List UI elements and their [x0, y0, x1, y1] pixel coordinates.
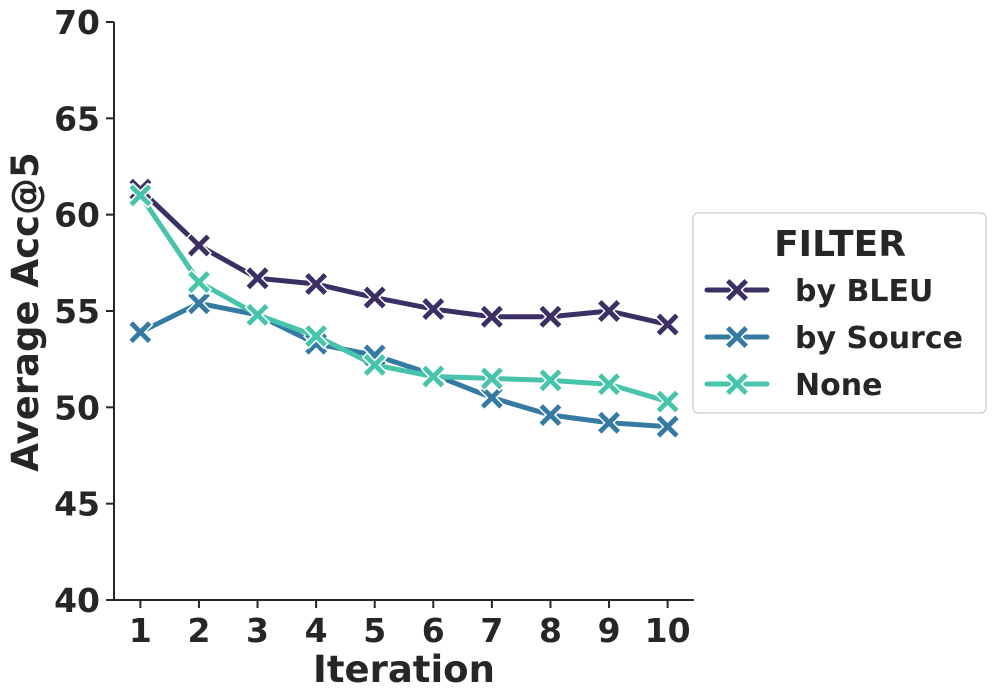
series-line	[137, 187, 671, 327]
legend-entry: by BLEU	[704, 274, 933, 309]
legend-entries: by BLEU by Source None	[704, 274, 963, 403]
data-point	[185, 290, 213, 317]
data-point	[127, 176, 154, 203]
series-none	[127, 182, 681, 415]
legend-marker	[723, 276, 751, 304]
series-line	[137, 192, 671, 405]
y-tick-label: 50	[54, 388, 100, 427]
series-layer	[127, 176, 681, 440]
legend-entry: None	[704, 368, 882, 403]
data-point	[537, 303, 564, 330]
legend-title: FILTER	[774, 224, 906, 265]
x-axis-title: Iteration	[313, 648, 495, 691]
data-point	[185, 232, 213, 259]
data-point	[420, 296, 447, 323]
x-tick-label: 7	[480, 611, 503, 650]
x-tick-label: 6	[422, 611, 445, 650]
x-tick-label: 5	[363, 611, 386, 650]
x-tick-label: 2	[187, 611, 210, 650]
y-tick-label: 65	[54, 99, 100, 138]
legend-label: by BLEU	[795, 274, 933, 309]
y-tick-label: 60	[54, 196, 100, 235]
data-point	[595, 371, 623, 398]
data-point	[244, 265, 271, 292]
legend-marker	[723, 323, 751, 351]
data-point	[595, 297, 623, 325]
data-point	[537, 401, 564, 429]
data-point	[303, 322, 330, 350]
legend-entry: by Source	[704, 321, 963, 356]
y-tick-label: 45	[54, 485, 100, 524]
legend-label: by Source	[795, 321, 963, 356]
x-tick-label: 8	[539, 611, 562, 650]
data-point	[244, 301, 271, 328]
data-point	[185, 269, 213, 296]
series-by-bleu	[127, 176, 681, 338]
y-tick-label: 70	[54, 3, 100, 42]
legend-marker	[723, 370, 751, 398]
data-point	[420, 363, 447, 390]
data-point	[595, 409, 623, 436]
data-point	[478, 303, 505, 330]
legend-label: None	[795, 368, 882, 403]
x-ticks: 1 2 3 4 5 6 7 8 9 10	[129, 600, 691, 650]
x-tick-label: 4	[305, 611, 328, 650]
data-point	[303, 270, 330, 298]
data-point	[478, 384, 505, 411]
x-tick-label: 1	[129, 611, 152, 650]
data-point	[361, 351, 388, 379]
data-point	[537, 367, 564, 394]
legend: FILTER by BLEU by Source None	[692, 212, 987, 414]
legend-box	[692, 212, 987, 414]
y-axis-title: Average Acc@5	[4, 152, 47, 471]
y-tick-label: 40	[54, 581, 100, 620]
data-point	[127, 182, 154, 209]
series-line	[137, 300, 671, 430]
y-tick-label: 55	[54, 292, 100, 331]
data-point	[654, 413, 681, 440]
x-tick-label: 3	[246, 611, 269, 650]
data-point	[127, 319, 154, 346]
data-point	[361, 284, 388, 311]
data-point	[654, 388, 681, 415]
x-tick-label: 10	[645, 611, 691, 650]
x-tick-label: 9	[598, 611, 621, 650]
y-ticks: 40 45 50 55 60 65 70	[54, 3, 114, 620]
data-point	[654, 311, 681, 338]
data-point	[478, 365, 505, 392]
